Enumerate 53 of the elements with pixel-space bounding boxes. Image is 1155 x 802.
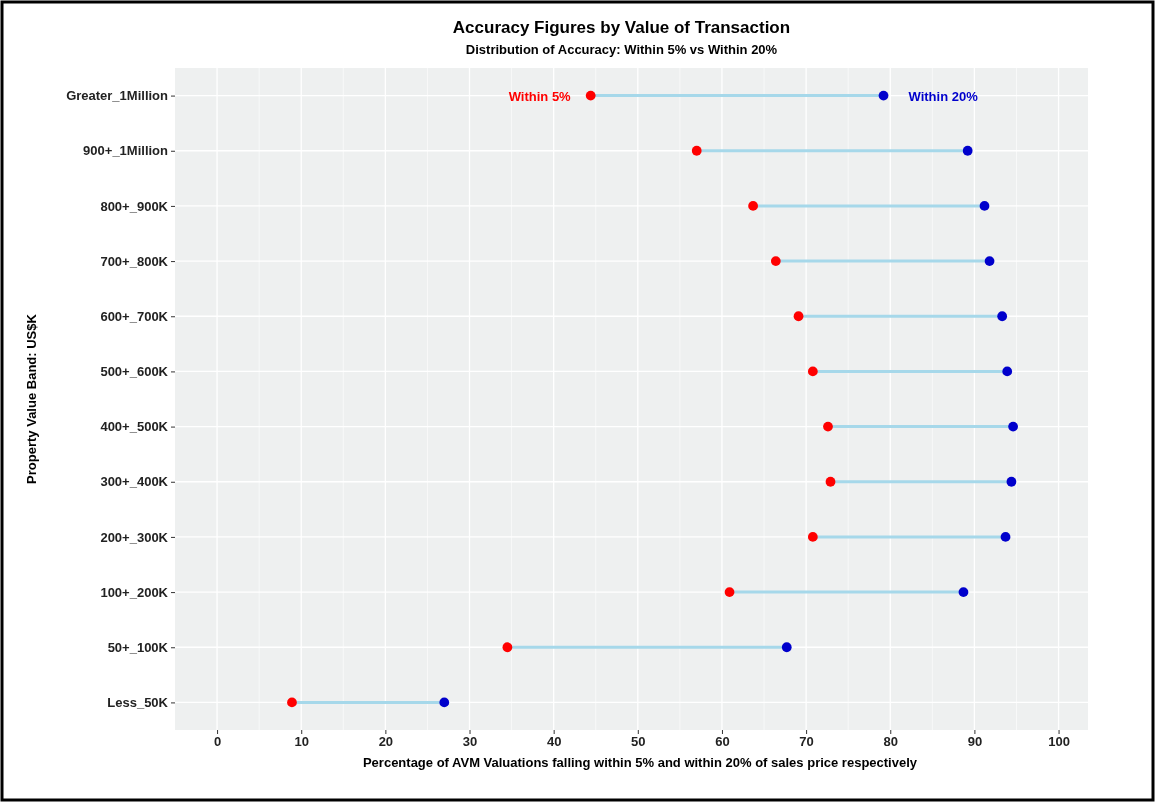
chart-subtitle: Distribution of Accuracy: Within 5% vs Within 20% xyxy=(465,42,778,57)
point xyxy=(781,642,792,653)
x-tick-label: 10 xyxy=(294,734,309,750)
y-tick-label: Greater_1Million xyxy=(66,88,169,104)
y-tick-label: Less_50K xyxy=(107,695,169,711)
series-label: Within 5% xyxy=(508,88,572,104)
point xyxy=(878,90,889,101)
x-tick-label: 50 xyxy=(631,734,646,750)
point xyxy=(1006,476,1017,487)
point xyxy=(724,587,735,597)
point xyxy=(997,311,1008,322)
y-tick-label: 900+_1Million xyxy=(83,143,169,159)
x-tick-label: 20 xyxy=(378,734,394,750)
y-tick-label: 400+_500K xyxy=(100,419,169,435)
y-tick-label: 50+_100K xyxy=(107,639,169,655)
y-axis-title: Property Value Band: US$K xyxy=(24,313,39,484)
x-tick-label: 0 xyxy=(213,734,222,750)
point xyxy=(793,311,804,322)
x-tick-label: 70 xyxy=(799,734,814,750)
x-tick-label: 80 xyxy=(883,734,898,750)
y-tick-label: 500+_600K xyxy=(100,364,169,380)
point xyxy=(962,145,973,156)
x-tick-label: 60 xyxy=(715,734,730,750)
point xyxy=(502,642,513,653)
x-tick-label: 100 xyxy=(1048,734,1070,750)
point xyxy=(691,145,702,156)
point xyxy=(1008,421,1018,432)
x-axis-title: Percentage of AVM Valuations falling within 5% and within 20% of sales price respectively xyxy=(362,755,918,770)
point xyxy=(1002,366,1013,377)
point xyxy=(770,256,781,266)
series-label: Within 20% xyxy=(908,88,979,104)
point xyxy=(807,532,818,542)
point xyxy=(807,366,818,377)
y-tick-label: 300+_400K xyxy=(100,474,169,490)
chart-title: Accuracy Figures by Value of Transaction xyxy=(452,18,791,37)
x-tick-label: 40 xyxy=(546,734,562,750)
point xyxy=(748,201,758,211)
y-tick-label: 800+_900K xyxy=(100,198,169,214)
point xyxy=(1000,532,1011,542)
point xyxy=(958,587,969,597)
y-tick-label: 600+_700K xyxy=(100,308,169,324)
point xyxy=(439,697,450,708)
y-tick-label: 100+_200K xyxy=(100,584,169,600)
point xyxy=(823,421,833,432)
x-tick-label: 30 xyxy=(462,734,478,750)
y-tick-label: 700+_800K xyxy=(100,253,169,269)
y-tick-label: 200+_300K xyxy=(100,529,169,545)
point xyxy=(585,90,596,101)
point xyxy=(984,256,995,266)
point xyxy=(979,201,990,211)
point xyxy=(287,697,297,708)
x-tick-label: 90 xyxy=(967,734,983,750)
point xyxy=(825,476,836,487)
